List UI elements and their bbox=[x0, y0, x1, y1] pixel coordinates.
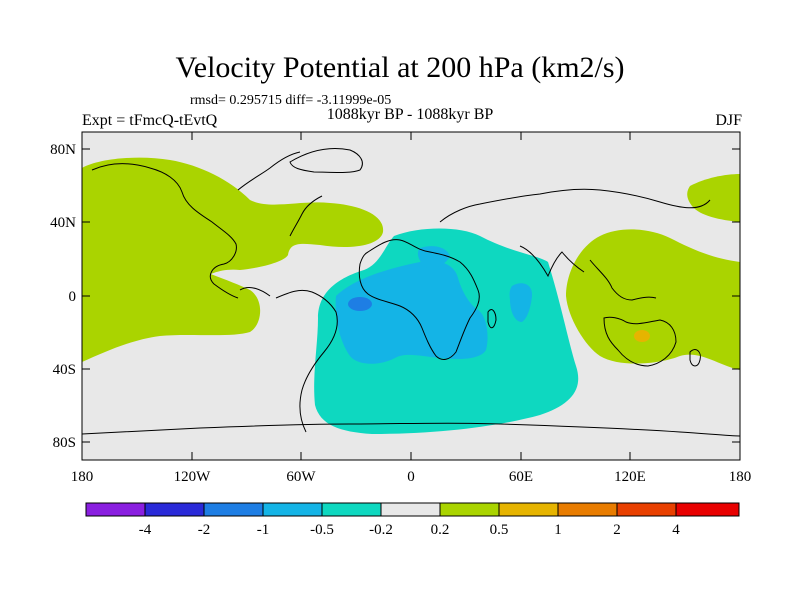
colorbar-box-2 bbox=[145, 503, 204, 516]
lon-label-120w: 120W bbox=[174, 469, 212, 485]
lat-label-80s: 80S bbox=[53, 435, 76, 451]
lon-label-60e: 60E bbox=[509, 469, 533, 485]
lat-label-0: 0 bbox=[69, 289, 77, 305]
lon-label-0: 0 bbox=[407, 469, 415, 485]
lon-label-180e: 180 bbox=[729, 469, 752, 485]
colorbar-box-11 bbox=[676, 503, 739, 516]
season-label: DJF bbox=[715, 112, 742, 129]
green-region-west-pacific bbox=[566, 229, 740, 370]
green-region-north-pacific bbox=[687, 174, 740, 222]
colorbar-box-10 bbox=[617, 503, 676, 516]
lat-label-80n: 80N bbox=[50, 142, 76, 158]
map-field bbox=[82, 132, 740, 460]
orange-spot-australia bbox=[634, 330, 650, 342]
longitude-axis: 180 120W 60W 0 60E 120E 180 bbox=[71, 132, 752, 485]
colorbar-label-10: 4 bbox=[672, 522, 680, 538]
coastlines bbox=[82, 148, 740, 437]
lon-label-60w: 60W bbox=[286, 469, 316, 485]
colorbar-label-3: -1 bbox=[257, 522, 270, 538]
colorbar-box-9 bbox=[558, 503, 617, 516]
colorbar-label-4: -0.5 bbox=[310, 522, 334, 538]
lon-label-120e: 120E bbox=[614, 469, 646, 485]
colorbar-label-6: 0.2 bbox=[431, 522, 450, 538]
lat-label-40s: 40S bbox=[53, 362, 76, 378]
green-region-east-pacific bbox=[82, 220, 261, 362]
latitude-axis: 80N 40N 0 40S 80S bbox=[50, 142, 740, 451]
colorbar-box-1 bbox=[86, 503, 145, 516]
map-title: Velocity Potential at 200 hPa (km2/s) bbox=[175, 51, 625, 84]
colorbar-label-1: -4 bbox=[139, 522, 152, 538]
colorbar-label-9: 2 bbox=[613, 522, 621, 538]
colorbar-label-5: -0.2 bbox=[369, 522, 393, 538]
colorbar-label-8: 1 bbox=[554, 522, 562, 538]
colorbar-box-3 bbox=[204, 503, 263, 516]
colorbar-box-6 bbox=[381, 503, 440, 516]
colorbar-box-7 bbox=[440, 503, 499, 516]
colorbar-box-5 bbox=[322, 503, 381, 516]
blue-region-africa bbox=[335, 260, 488, 364]
blue-region-indian-ocean bbox=[509, 283, 533, 322]
period-label: 1088kyr BP - 1088kyr BP bbox=[326, 106, 494, 123]
green-region-north-america bbox=[82, 157, 384, 278]
colorbar-box-8 bbox=[499, 503, 558, 516]
colorbar-label-2: -2 bbox=[198, 522, 211, 538]
colorbar: -4 -2 -1 -0.5 -0.2 0.2 0.5 1 2 4 bbox=[85, 502, 740, 538]
colorbar-label-7: 0.5 bbox=[490, 522, 509, 538]
stats-label: rmsd= 0.295715 diff= -3.11999e-05 bbox=[190, 93, 392, 108]
darkblue-spot bbox=[348, 297, 372, 311]
experiment-label: Expt = tFmcQ-tEvtQ bbox=[82, 112, 218, 129]
lat-label-40n: 40N bbox=[50, 215, 76, 231]
lon-label-180w: 180 bbox=[71, 469, 94, 485]
colorbar-box-4 bbox=[263, 503, 322, 516]
